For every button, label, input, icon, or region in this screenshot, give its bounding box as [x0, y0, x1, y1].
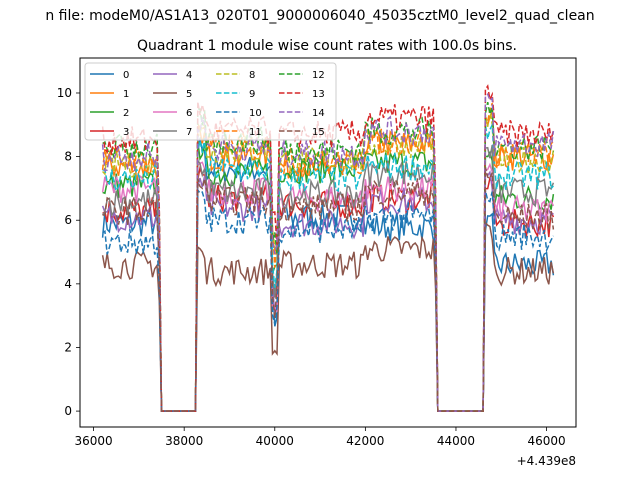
series-layer — [101, 84, 555, 412]
legend-label-6: 6 — [186, 108, 192, 119]
x-axis: 36000 38000 40000 42000 44000 46000 — [74, 427, 566, 448]
legend-label-12: 12 — [312, 70, 325, 81]
y-tick-label: 10 — [57, 86, 72, 100]
legend-label-5: 5 — [186, 89, 192, 100]
y-tick-label: 8 — [64, 150, 72, 164]
legend-label-14: 14 — [312, 108, 325, 119]
x-tick-label: 40000 — [256, 434, 294, 448]
legend-label-3: 3 — [123, 127, 129, 138]
y-tick-label: 0 — [64, 404, 72, 418]
legend-label-1: 1 — [123, 89, 129, 100]
legend-label-9: 9 — [249, 89, 255, 100]
legend-label-10: 10 — [249, 108, 262, 119]
legend-label-11: 11 — [249, 127, 262, 138]
x-tick-label: 36000 — [74, 434, 112, 448]
legend-label-0: 0 — [123, 70, 129, 81]
figure-suptitle: n file: modeM0/AS1A13_020T01_9000006040_… — [45, 8, 594, 24]
legend-label-7: 7 — [186, 127, 192, 138]
x-axis-offset-label: +4.439e8 — [517, 454, 576, 468]
y-axis: 0 2 4 6 8 10 — [57, 86, 80, 418]
series-15-line — [102, 167, 555, 412]
legend-label-8: 8 — [249, 70, 255, 81]
x-tick-label: 38000 — [165, 434, 203, 448]
y-tick-label: 4 — [64, 277, 72, 291]
y-tick-label: 6 — [64, 213, 72, 227]
legend-label-15: 15 — [312, 127, 325, 138]
x-tick-label: 44000 — [437, 434, 475, 448]
legend-box — [84, 62, 337, 141]
plot-frame — [79, 57, 577, 428]
y-tick-label: 2 — [64, 340, 72, 354]
legend-label-13: 13 — [312, 89, 325, 100]
legend-label-4: 4 — [186, 70, 192, 81]
legend-label-2: 2 — [123, 108, 129, 119]
x-tick-label: 42000 — [346, 434, 384, 448]
chart-title: Quadrant 1 module wise count rates with … — [137, 38, 517, 54]
x-tick-label: 46000 — [527, 434, 565, 448]
